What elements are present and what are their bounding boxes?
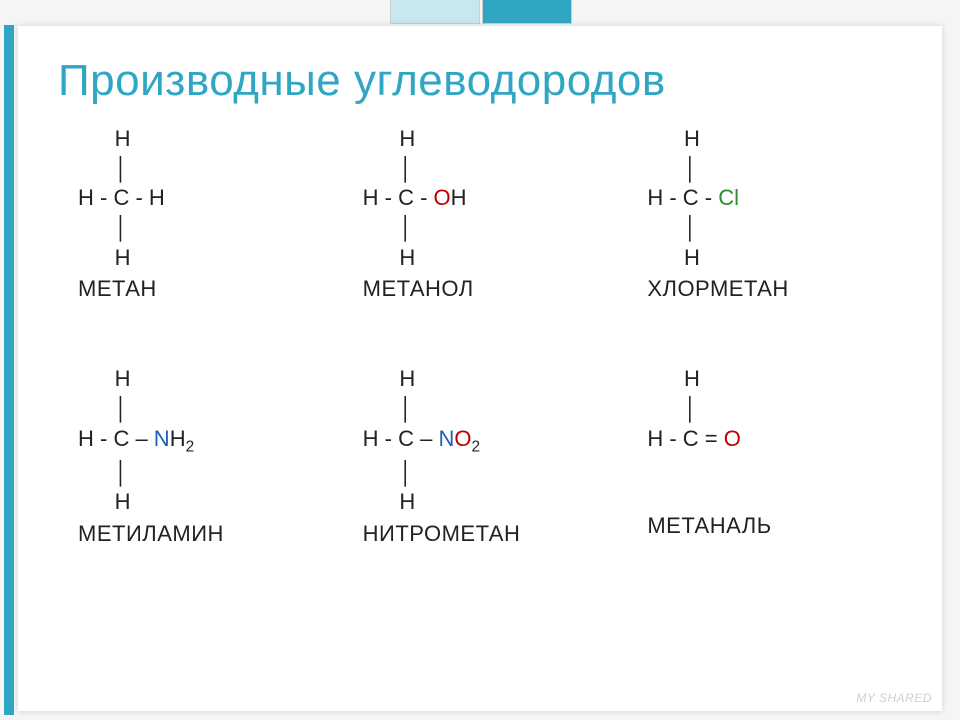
page-title: Производные углеводородов xyxy=(58,56,902,106)
molecule-chloromethane: H │ H - C - Cl │ H ХЛОРМЕТАН xyxy=(627,124,902,304)
structure: H │ H - C - OH │ H xyxy=(363,124,618,272)
molecule-methanal: H │ H - C = O МЕТАНАЛЬ xyxy=(627,364,902,549)
molecule-name: МЕТАНОЛ xyxy=(363,274,618,304)
structure: H │ H - C – NO2 │ H xyxy=(363,364,618,517)
molecule-methane: H │ H - C - H │ H МЕТАН xyxy=(58,124,333,304)
molecule-name: МЕТАН xyxy=(78,274,333,304)
structure: H │ H - C - Cl │ H xyxy=(647,124,902,272)
accent-bar xyxy=(4,25,14,715)
molecule-nitromethane: H │ H - C – NO2 │ H НИТРОМЕТАН xyxy=(343,364,618,549)
structure: H │ H - C - H │ H xyxy=(78,124,333,272)
tab-decoration xyxy=(482,0,572,24)
molecule-name: МЕТИЛАМИН xyxy=(78,519,333,549)
molecule-name: ХЛОРМЕТАН xyxy=(647,274,902,304)
structure: H │ H - C = O xyxy=(647,364,902,453)
structure: H │ H - C – NH2 │ H xyxy=(78,364,333,517)
top-tabs xyxy=(390,0,572,24)
molecule-name: НИТРОМЕТАН xyxy=(363,519,618,549)
molecule-methanol: H │ H - C - OH │ H МЕТАНОЛ xyxy=(343,124,618,304)
tab-decoration xyxy=(390,0,480,24)
molecule-name: МЕТАНАЛЬ xyxy=(647,511,902,541)
slide-frame: Производные углеводородов H │ H - C - H … xyxy=(18,26,942,711)
watermark: MY SHARED xyxy=(856,691,932,705)
molecule-methylamine: H │ H - C – NH2 │ H МЕТИЛАМИН xyxy=(58,364,333,549)
formulas-grid: H │ H - C - H │ H МЕТАН H │ H - C - OH │… xyxy=(58,124,902,549)
